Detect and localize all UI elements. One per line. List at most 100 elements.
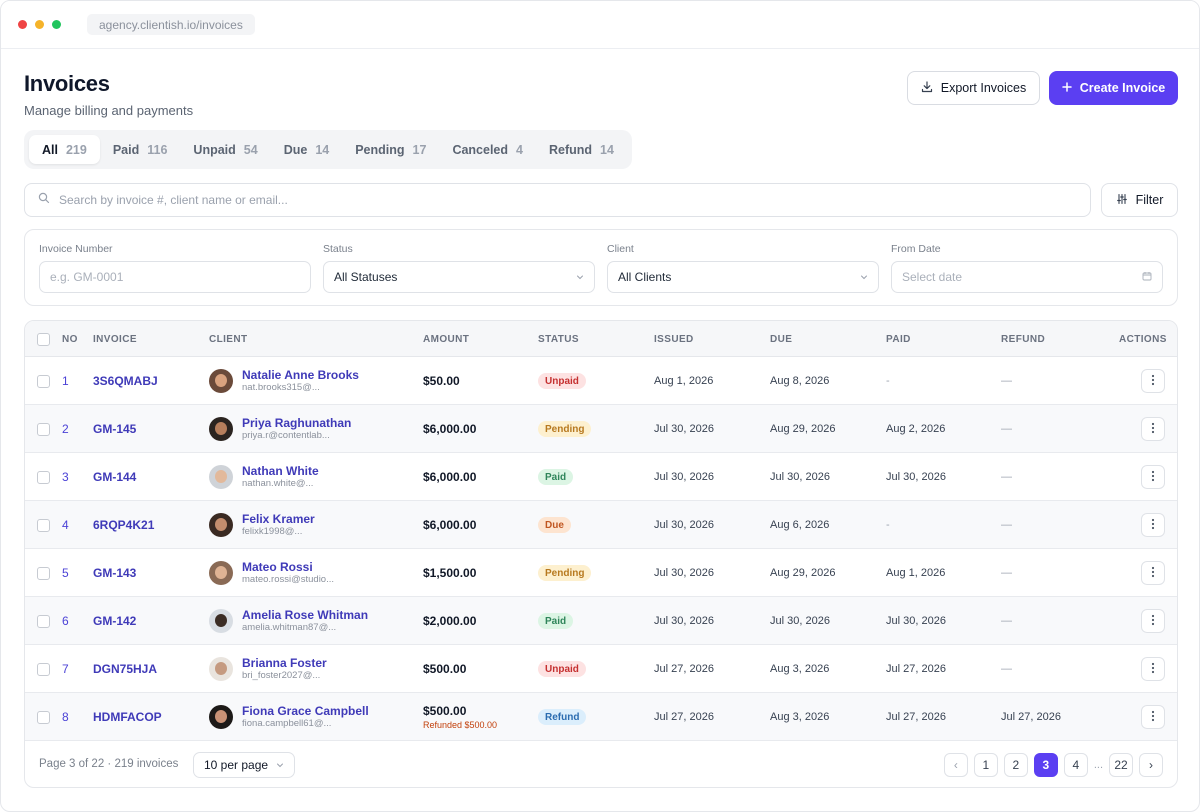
page-button-4[interactable]: 4	[1063, 753, 1088, 777]
tab-pending[interactable]: Pending 17	[342, 135, 439, 164]
amount-cell: $6,000.00	[423, 501, 476, 549]
minimize-window-dot[interactable]	[35, 20, 44, 29]
prev-page-button[interactable]: ‹	[943, 753, 968, 777]
row-actions-button[interactable]	[1141, 513, 1165, 537]
amount-value: $6,000.00	[423, 422, 477, 436]
filter-button[interactable]: Filter	[1101, 183, 1178, 217]
client-email: felixk1998@...	[242, 526, 303, 537]
row-select-cell	[37, 549, 50, 597]
sliders-icon	[1116, 193, 1128, 208]
amount-value: $500.00	[423, 704, 467, 718]
row-actions-button[interactable]	[1141, 657, 1165, 681]
status-badge: Due	[538, 517, 571, 533]
column-header-no: NO	[62, 333, 78, 345]
status-badge: Pending	[538, 565, 592, 581]
tab-canceled[interactable]: Canceled 4	[439, 135, 536, 164]
client-info[interactable]: Nathan White nathan.white@...	[209, 464, 319, 490]
export-invoices-button[interactable]: Export Invoices	[907, 71, 1040, 105]
invoice-link[interactable]: HDMFACOP	[93, 710, 162, 724]
page-button-1[interactable]: 1	[973, 753, 998, 777]
paid-date: -	[886, 519, 890, 531]
avatar-face	[215, 374, 227, 387]
invoice-link[interactable]: 6RQP4K21	[93, 518, 155, 532]
status-badge: Paid	[538, 613, 574, 629]
client-info[interactable]: Natalie Anne Brooks nat.brooks315@...	[209, 368, 359, 394]
client-select[interactable]: All Clients	[607, 261, 879, 293]
status-cell: Unpaid	[538, 645, 586, 693]
per-page-select[interactable]: 10 per page	[193, 752, 295, 778]
search-bar	[24, 183, 1091, 217]
paid-date: Jul 27, 2026	[886, 711, 946, 723]
avatar	[209, 417, 233, 441]
invoice-link[interactable]: 3S6QMABJ	[93, 374, 158, 388]
amount-cell: $50.00	[423, 357, 460, 405]
client-info[interactable]: Amelia Rose Whitman amelia.whitman87@...	[209, 608, 368, 634]
row-actions-button[interactable]	[1141, 561, 1165, 585]
row-actions-button[interactable]	[1141, 465, 1165, 489]
row-checkbox[interactable]	[37, 374, 50, 388]
status-cell: Pending	[538, 405, 592, 453]
client-text: Amelia Rose Whitman amelia.whitman87@...	[242, 608, 368, 634]
row-actions-button[interactable]	[1141, 705, 1165, 729]
paid-date: Jul 30, 2026	[886, 615, 946, 627]
tab-all[interactable]: All 219	[29, 135, 100, 164]
client-email: bri_foster2027@...	[242, 670, 321, 681]
client-text: Mateo Rossi mateo.rossi@studio...	[242, 560, 334, 586]
close-window-dot[interactable]	[18, 20, 27, 29]
client-info[interactable]: Felix Kramer felixk1998@...	[209, 512, 315, 538]
amount-cell: $6,000.00	[423, 405, 476, 453]
create-invoice-button[interactable]: Create Invoice	[1049, 71, 1178, 105]
client-info[interactable]: Fiona Grace Campbell fiona.campbell61@...	[209, 704, 369, 730]
address-bar[interactable]: agency.clientish.io/invoices	[87, 14, 255, 35]
avatar	[209, 465, 233, 489]
page-button-3[interactable]: 3	[1033, 753, 1058, 777]
actions-cell	[1141, 357, 1165, 405]
tab-paid[interactable]: Paid 116	[100, 135, 181, 164]
invoice-number-input[interactable]: e.g. GM-0001	[39, 261, 311, 293]
invoice-link[interactable]: GM-142	[93, 614, 137, 628]
row-checkbox[interactable]	[37, 470, 50, 484]
row-checkbox[interactable]	[37, 422, 50, 436]
maximize-window-dot[interactable]	[52, 20, 61, 29]
row-number: 4	[62, 518, 69, 532]
status-cell: Due	[538, 501, 571, 549]
row-actions-button[interactable]	[1141, 609, 1165, 633]
row-checkbox[interactable]	[37, 614, 50, 628]
actions-cell	[1141, 405, 1165, 453]
select-all-checkbox[interactable]	[37, 332, 50, 346]
row-actions-button[interactable]	[1141, 369, 1165, 393]
client-info[interactable]: Mateo Rossi mateo.rossi@studio...	[209, 560, 334, 586]
client-info[interactable]: Brianna Foster bri_foster2027@...	[209, 656, 327, 682]
invoice-number-label: Invoice Number	[39, 243, 113, 255]
from-date-label: From Date	[891, 243, 941, 255]
more-vertical-icon	[1151, 470, 1155, 485]
row-actions-button[interactable]	[1141, 417, 1165, 441]
row-checkbox[interactable]	[37, 566, 50, 580]
more-vertical-icon	[1151, 422, 1155, 437]
client-name: Nathan White	[242, 464, 319, 478]
row-checkbox[interactable]	[37, 518, 50, 532]
client-info[interactable]: Priya Raghunathan priya.r@contentlab...	[209, 416, 351, 442]
tab-due[interactable]: Due 14	[271, 135, 343, 164]
search-input[interactable]	[59, 193, 959, 207]
table-row: 3 GM-144 Nathan White nathan.white@... $6,00…	[25, 453, 1177, 501]
avatar	[209, 657, 233, 681]
status-select[interactable]: All Statuses	[323, 261, 595, 293]
due-date: Aug 29, 2026	[770, 567, 836, 579]
invoice-number-filter: Invoice Number e.g. GM-0001	[39, 243, 311, 293]
row-checkbox[interactable]	[37, 710, 50, 724]
invoice-link[interactable]: GM-144	[93, 470, 137, 484]
invoice-link[interactable]: GM-143	[93, 566, 137, 580]
tab-unpaid[interactable]: Unpaid 54	[180, 135, 270, 164]
next-page-button[interactable]: ›	[1139, 753, 1163, 777]
invoice-link[interactable]: GM-145	[93, 422, 137, 436]
invoice-link[interactable]: DGN75HJA	[93, 662, 158, 676]
tab-refund[interactable]: Refund 14	[536, 135, 627, 164]
from-date-input[interactable]: Select date	[891, 261, 1163, 293]
from-date-filter: From Date Select date	[891, 243, 1163, 293]
page-button-last[interactable]: 22	[1109, 753, 1133, 777]
row-checkbox[interactable]	[37, 662, 50, 676]
table-row: 2 GM-145 Priya Raghunathan priya.r@contentl…	[25, 405, 1177, 453]
client-text: Brianna Foster bri_foster2027@...	[242, 656, 327, 682]
page-button-2[interactable]: 2	[1003, 753, 1028, 777]
